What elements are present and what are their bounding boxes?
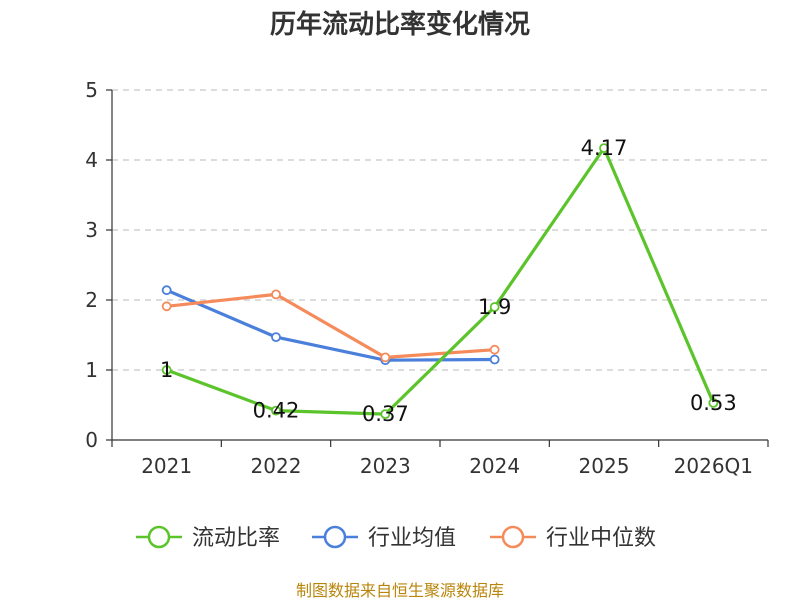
legend-swatch-marker xyxy=(323,525,347,549)
legend[interactable]: 流动比率 行业均值 行业中位数 xyxy=(136,525,656,551)
x-tick-label: 2022 xyxy=(251,454,302,478)
legend-label: 流动比率 xyxy=(192,526,280,551)
data-point[interactable] xyxy=(489,354,500,365)
data-point[interactable] xyxy=(380,352,391,363)
y-tick-label: 3 xyxy=(85,218,98,242)
x-tick-label: 2026Q1 xyxy=(674,454,753,478)
y-tick-label: 4 xyxy=(85,148,98,172)
data-label: 4.17 xyxy=(581,136,628,160)
axes: 0 1 2 3 4 5 2021 2022 2023 2024 2025 2026Q1 xyxy=(85,78,769,478)
data-label: 0.37 xyxy=(362,402,409,426)
data-point[interactable] xyxy=(271,332,281,343)
legend-item-1[interactable]: 行业均值 xyxy=(312,525,456,551)
data-label: 1.9 xyxy=(478,295,511,319)
data-point[interactable] xyxy=(708,397,719,408)
series-line-2 xyxy=(166,292,495,359)
x-tick-label: 2024 xyxy=(469,454,520,478)
x-tick-label: 2025 xyxy=(579,454,630,478)
y-tick-label: 0 xyxy=(85,428,98,452)
data-point[interactable] xyxy=(599,143,609,154)
legend-swatch-marker xyxy=(147,525,171,549)
y-tick-label: 2 xyxy=(85,288,98,312)
data-point[interactable] xyxy=(489,344,500,355)
legend-swatch-marker xyxy=(501,525,525,549)
legend-item-2[interactable]: 行业中位数 xyxy=(490,525,656,551)
chart-title: 历年流动比率变化情况 xyxy=(270,9,530,40)
y-tick-label: 5 xyxy=(85,78,98,102)
data-labels: 1 0.42 0.37 1.9 4.17 0.53 xyxy=(160,136,737,426)
y-tick-label: 1 xyxy=(85,358,98,382)
data-point[interactable] xyxy=(161,365,172,375)
data-label: 1 xyxy=(160,358,173,382)
data-point[interactable] xyxy=(489,302,500,312)
legend-label: 行业均值 xyxy=(368,526,456,551)
data-point[interactable] xyxy=(380,409,391,420)
series-line-0 xyxy=(166,146,715,416)
legend-item-0[interactable]: 流动比率 xyxy=(136,525,280,551)
data-label: 0.53 xyxy=(690,391,737,415)
data-point[interactable] xyxy=(271,405,281,416)
data-label: 0.42 xyxy=(253,399,300,423)
legend-label: 行业中位数 xyxy=(546,526,656,551)
x-tick-label: 2021 xyxy=(141,454,192,478)
data-point[interactable] xyxy=(161,301,172,312)
grid-lines xyxy=(112,89,768,371)
source-note: 制图数据来自恒生聚源数据库 xyxy=(296,581,504,600)
data-point[interactable] xyxy=(271,289,281,300)
x-tick-label: 2023 xyxy=(360,454,411,478)
data-point[interactable] xyxy=(161,285,172,296)
series-lines xyxy=(161,143,719,420)
